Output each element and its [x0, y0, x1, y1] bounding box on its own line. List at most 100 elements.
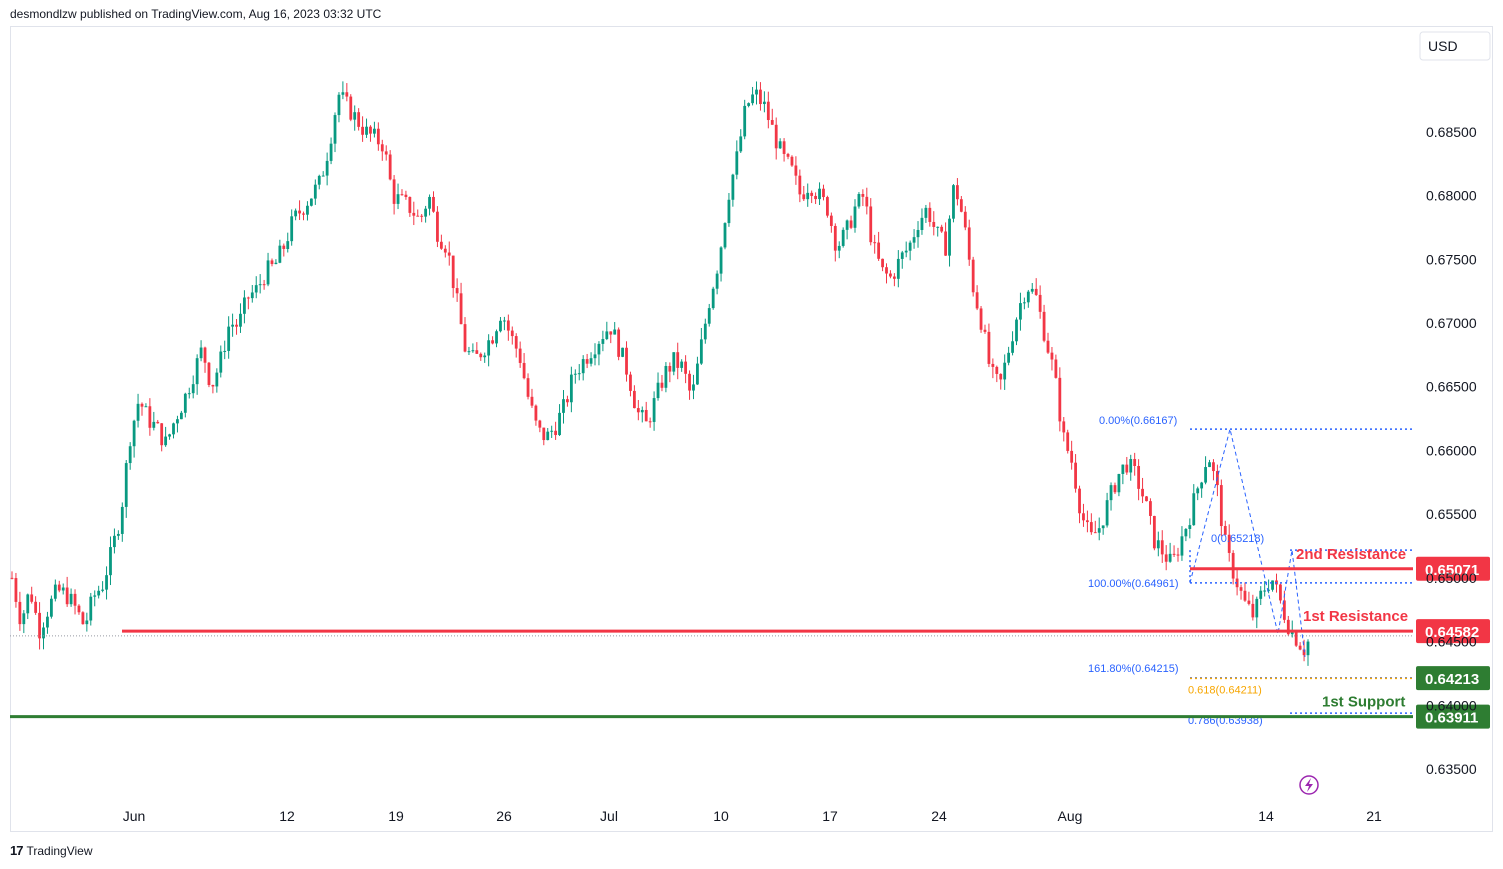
- fib-label: 100.00%(0.64961): [1088, 578, 1179, 590]
- candle-body: [113, 535, 116, 548]
- candle-body: [892, 276, 896, 279]
- candle-body: [1015, 319, 1018, 342]
- lightning-icon[interactable]: [1299, 775, 1319, 795]
- candle-body: [262, 284, 266, 286]
- candle-body: [172, 423, 175, 435]
- level-name: 1st Resistance: [1303, 608, 1408, 625]
- candle-body: [243, 297, 246, 314]
- candle-body: [250, 292, 254, 299]
- candle-body: [1231, 552, 1235, 579]
- candle-body: [672, 352, 676, 372]
- candle-body: [1160, 540, 1164, 555]
- candle-body: [1294, 631, 1298, 646]
- candle-body: [298, 210, 301, 214]
- candle-body: [731, 174, 735, 200]
- candle-body: [1050, 352, 1054, 360]
- candle-body: [1026, 291, 1030, 303]
- candle-body: [664, 365, 668, 388]
- candle-body: [1137, 465, 1141, 489]
- candle-body: [404, 194, 408, 197]
- candle-body: [727, 199, 731, 224]
- candle-body: [936, 226, 940, 228]
- candle-body: [168, 434, 171, 437]
- candle-body: [865, 196, 869, 207]
- price-tick-label: 0.65500: [1426, 506, 1477, 522]
- candle-body: [306, 205, 309, 215]
- candle-body: [778, 141, 782, 149]
- candle-body: [365, 126, 368, 135]
- candle-body: [971, 259, 975, 293]
- candle-body: [577, 373, 581, 375]
- candle-body: [337, 94, 341, 116]
- candle-body: [1109, 485, 1113, 501]
- candle-body: [101, 589, 105, 591]
- candle-body: [215, 372, 219, 387]
- candle-body: [569, 374, 573, 403]
- candle-body: [841, 229, 845, 246]
- candle-body: [1279, 584, 1282, 601]
- candle-body: [22, 613, 26, 625]
- candle-body: [1219, 485, 1223, 527]
- candle-body: [853, 206, 857, 228]
- candle-body: [463, 324, 467, 352]
- candle-body: [14, 578, 18, 602]
- price-tick-label: 0.68000: [1426, 188, 1477, 204]
- candle-body: [487, 340, 491, 356]
- candle-body: [479, 353, 483, 358]
- candle-body: [550, 430, 554, 432]
- candle-body: [1149, 501, 1152, 516]
- candle-body: [467, 351, 471, 353]
- candle-body: [317, 175, 321, 185]
- candle-body: [132, 420, 136, 447]
- price-tick-label: 0.66000: [1426, 442, 1477, 458]
- chart-frame[interactable]: [10, 26, 1493, 832]
- candle-body: [1141, 488, 1144, 497]
- candle-body: [120, 506, 124, 534]
- time-tick-label: Jul: [600, 808, 618, 824]
- candle-body: [1152, 515, 1156, 549]
- candle-body: [325, 160, 329, 176]
- candle-body: [1125, 464, 1129, 473]
- candle-body: [179, 412, 183, 420]
- candle-body: [376, 128, 380, 145]
- candle-body: [1089, 522, 1093, 533]
- candle-body: [1259, 590, 1263, 599]
- candle-body: [940, 226, 944, 232]
- candle-body: [849, 220, 853, 228]
- candle-body: [680, 361, 684, 368]
- time-tick-label: Aug: [1058, 808, 1083, 824]
- candle-body: [554, 430, 558, 436]
- candle-body: [73, 593, 77, 606]
- candle-body: [455, 288, 459, 294]
- candle-body: [979, 308, 983, 330]
- currency-box[interactable]: [1419, 31, 1491, 61]
- candle-body: [1007, 352, 1011, 363]
- candle-body: [1239, 587, 1243, 591]
- candle-body: [688, 373, 691, 391]
- candle-body: [869, 206, 873, 243]
- candle-body: [1251, 603, 1255, 618]
- candle-body: [1227, 534, 1231, 553]
- candle-body: [589, 358, 593, 364]
- candle-body: [1184, 528, 1188, 537]
- candle-body: [412, 212, 416, 216]
- candle-body: [439, 241, 443, 249]
- time-tick-label: 26: [496, 808, 512, 824]
- candle-body: [503, 320, 506, 322]
- candle-body: [924, 207, 928, 218]
- candle-body: [69, 593, 73, 605]
- candle-body: [794, 165, 798, 176]
- candle-body: [26, 594, 30, 614]
- candle-body: [57, 584, 61, 591]
- candle-body: [1003, 362, 1007, 380]
- candle-body: [1078, 488, 1081, 514]
- candle-body: [1101, 525, 1105, 529]
- candle-body: [97, 590, 101, 596]
- candle-body: [822, 188, 825, 198]
- candle-body: [195, 358, 199, 385]
- candle-body: [290, 216, 294, 242]
- candle-body: [1062, 421, 1066, 433]
- candle-body: [1302, 649, 1306, 656]
- candle-body: [483, 355, 487, 358]
